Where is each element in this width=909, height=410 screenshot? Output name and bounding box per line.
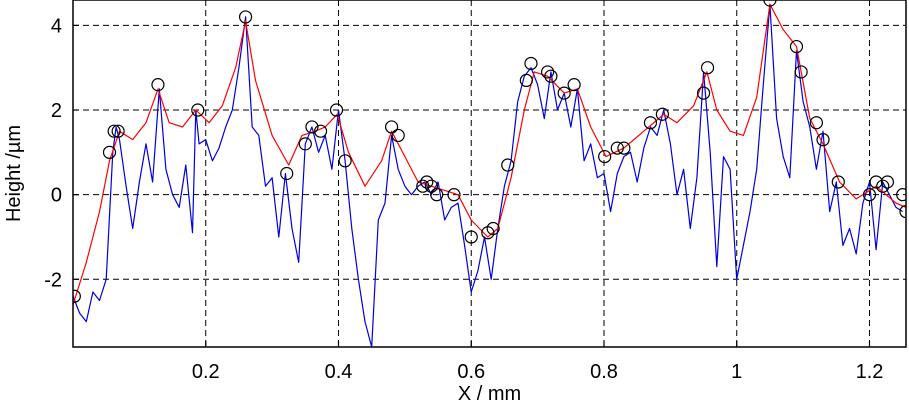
peak-marker xyxy=(501,158,515,172)
peak-marker xyxy=(880,175,895,189)
x-axis-label: X / mm xyxy=(458,383,521,405)
envelope-line xyxy=(73,3,906,305)
peak-marker xyxy=(305,120,319,134)
peak-marker xyxy=(519,73,533,88)
y-tick-label: -2 xyxy=(44,269,62,291)
x-tick-label: 0.6 xyxy=(457,361,485,383)
peak-marker xyxy=(896,188,906,202)
peak-marker xyxy=(238,10,253,24)
y-axis-label: Height /µm xyxy=(3,125,25,222)
peak-marker xyxy=(899,204,906,219)
peak-marker xyxy=(464,230,478,244)
x-tick-label: 0.4 xyxy=(325,361,353,383)
peak-marker xyxy=(524,56,538,71)
peak-marker xyxy=(862,188,877,202)
peak-marker xyxy=(313,124,328,138)
peak-marker xyxy=(191,103,205,117)
x-tick-label: 0.8 xyxy=(590,361,618,383)
peak-marker xyxy=(430,188,444,202)
peak-marker xyxy=(617,141,631,155)
y-tick-label: 0 xyxy=(51,185,62,207)
peak-marker xyxy=(280,166,294,181)
plot-frame xyxy=(72,0,907,348)
peak-marker xyxy=(391,128,405,143)
peak-marker xyxy=(384,120,399,134)
peak-marker xyxy=(486,221,500,236)
peak-marker xyxy=(416,179,430,193)
peak-marker xyxy=(763,0,777,7)
peak-marker xyxy=(610,141,624,155)
peak-marker xyxy=(557,86,571,100)
axis-ticks: 0.2 0.4 0.6 0.8 1 1.2 -2 0 2 4 xyxy=(44,15,883,383)
peak-marker xyxy=(696,86,711,100)
x-tick-label: 1.2 xyxy=(856,361,884,383)
peak-marker xyxy=(809,116,823,130)
peak-marker xyxy=(540,65,555,79)
series-layer xyxy=(73,0,906,347)
profile-line xyxy=(73,3,904,347)
peak-marker xyxy=(643,116,658,130)
peak-marker xyxy=(598,149,612,164)
peak-marker xyxy=(794,65,808,79)
peak-marker xyxy=(73,289,81,303)
y-tick-label: 2 xyxy=(51,100,62,122)
peak-marker xyxy=(447,188,461,202)
peak-marker xyxy=(544,69,558,83)
peak-marker xyxy=(329,103,344,117)
peak-marker xyxy=(102,145,117,159)
peak-marker xyxy=(816,133,830,147)
peak-marker xyxy=(876,179,890,193)
peak-marker xyxy=(338,154,352,168)
peak-marker xyxy=(655,107,670,121)
plot-area xyxy=(73,0,906,347)
y-tick-label: 4 xyxy=(51,15,62,37)
peak-marker xyxy=(420,175,434,189)
x-tick-label: 1 xyxy=(731,361,742,383)
peak-marker xyxy=(700,61,715,75)
x-tick-label: 0.2 xyxy=(192,361,220,383)
peak-marker xyxy=(831,175,845,189)
grid-lines xyxy=(73,0,906,347)
peak-marker xyxy=(567,78,581,92)
peak-marker xyxy=(111,124,125,138)
peak-marker xyxy=(298,137,312,151)
peak-marker xyxy=(869,175,883,189)
peak-marker xyxy=(151,78,165,92)
peak-marker xyxy=(789,39,804,54)
peak-marker xyxy=(107,124,121,138)
